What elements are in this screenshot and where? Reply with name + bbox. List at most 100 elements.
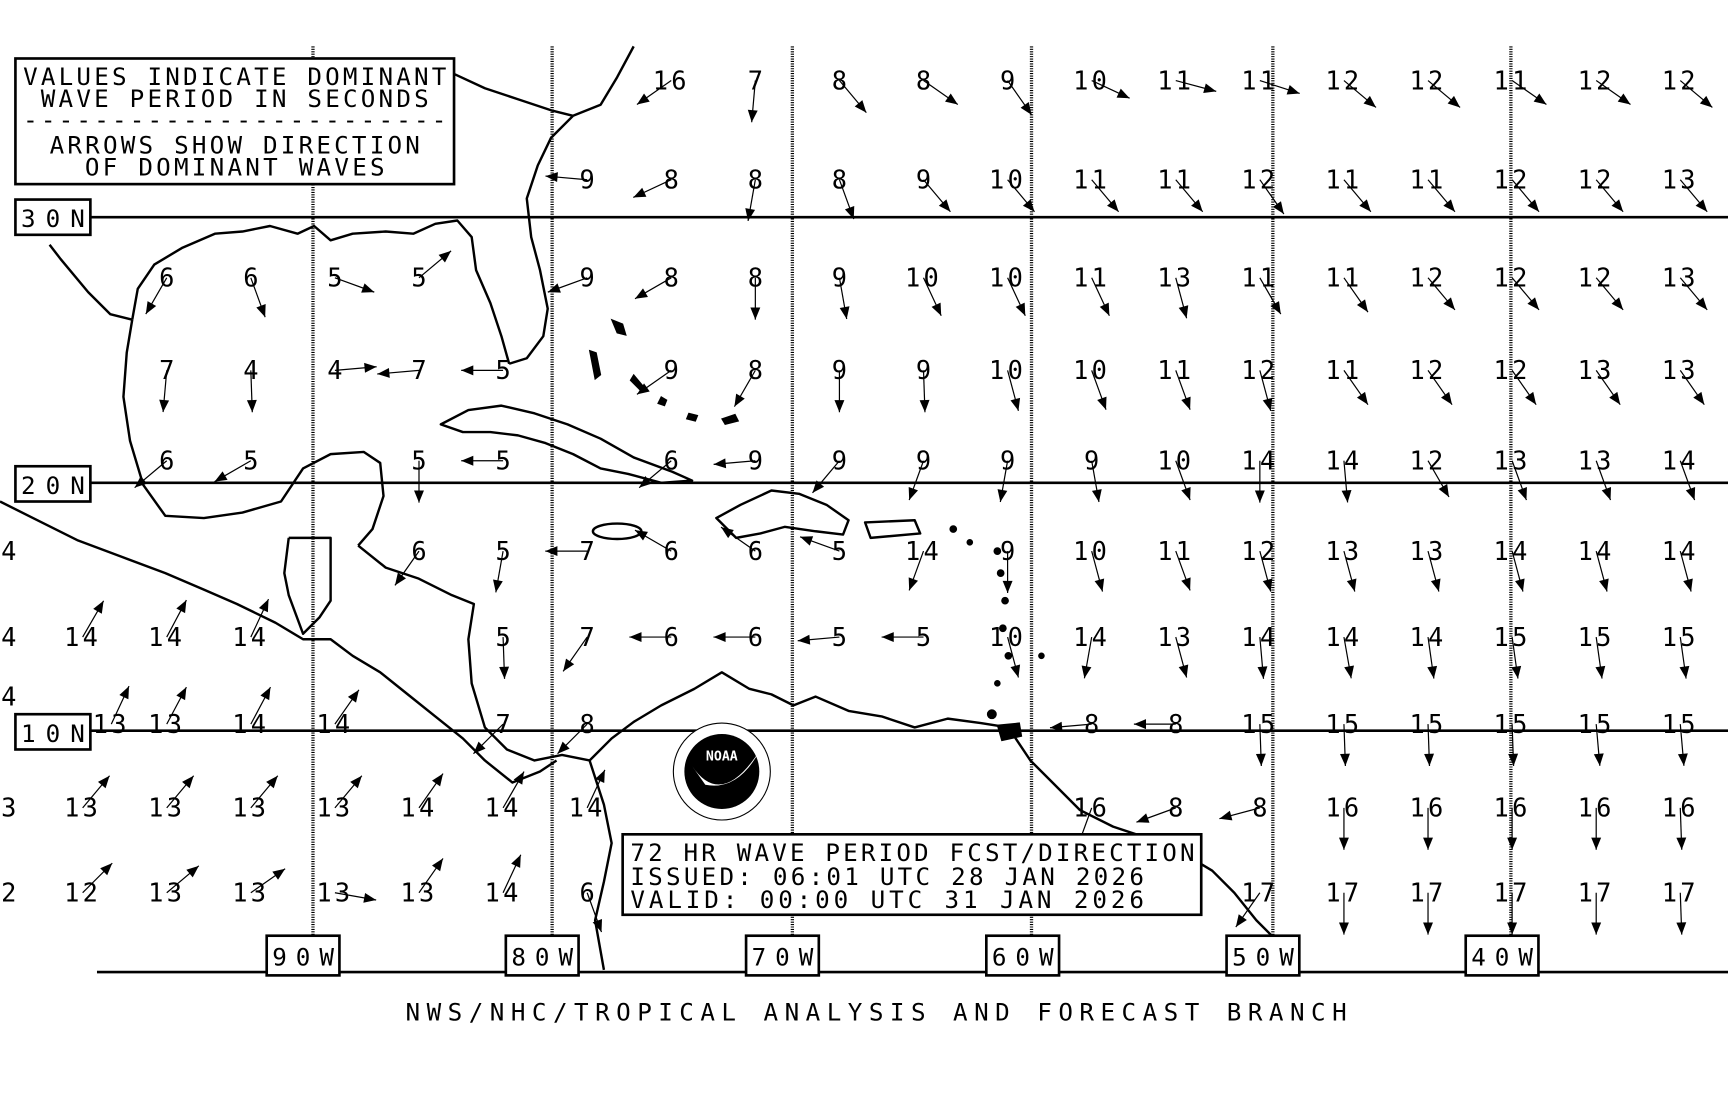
wave-period-value: 14 [1662, 446, 1699, 476]
wave-period-value: 14 [1578, 536, 1615, 566]
direction-arrowhead-icon [1679, 665, 1690, 679]
direction-arrowhead-icon [473, 741, 486, 754]
grid-cell: 15 [1662, 622, 1696, 679]
wave-period-value: 9 [664, 355, 679, 385]
wave-period-value: 10 [1073, 355, 1110, 385]
grid-cell: 16 [1325, 793, 1359, 850]
direction-arrowhead-icon [432, 773, 444, 787]
direction-arrowhead-icon [1527, 199, 1540, 212]
wave-period-value: 12 [1494, 165, 1531, 195]
grid-cell: 17 [1662, 878, 1696, 935]
wave-period-value: 13 [93, 709, 130, 739]
grid-cell: 16 [1073, 793, 1107, 848]
grid-cell: 14 [1325, 446, 1359, 503]
grid-cell: 9 [1000, 65, 1033, 116]
direction-arrowhead-icon [272, 868, 286, 880]
grid-cell: 13 [1494, 446, 1527, 501]
grid-cell: 10 [1073, 65, 1130, 99]
grid-cell: 5 [411, 250, 452, 293]
direction-arrowhead-icon [260, 687, 271, 701]
wave-period-value: 14 [1325, 622, 1362, 652]
grid-cell: 14 [485, 771, 525, 823]
direction-arrowhead-icon [1338, 837, 1349, 850]
grid-cell: 13 [316, 878, 377, 908]
grid-cell: 11 [1409, 165, 1456, 213]
grid-cell: 15 [1325, 709, 1362, 766]
wave-period-value: 8 [832, 165, 847, 195]
direction-arrowhead-icon [1359, 199, 1371, 212]
wave-period-value: 11 [1073, 263, 1110, 293]
grid-cell: 6 [638, 446, 679, 489]
grid-cell: 7 [748, 65, 763, 123]
direction-arrowhead-icon [745, 208, 756, 221]
direction-arrowhead-icon [1255, 753, 1266, 766]
wave-period-value: 9 [832, 446, 847, 476]
us-east-coast [508, 45, 635, 365]
grid-cell: 15 [1578, 709, 1611, 766]
direction-arrowhead-icon [1099, 302, 1110, 316]
direction-arrowhead-icon [1181, 486, 1191, 501]
wave-period-value: 13 [148, 709, 185, 739]
direction-arrowhead-icon [1020, 102, 1032, 115]
direction-arrowhead-icon [1508, 753, 1519, 766]
wave-period-value: 15 [1409, 709, 1446, 739]
wave-period-value: 17 [1325, 878, 1362, 908]
direction-arrowhead-icon [214, 471, 228, 482]
wave-period-value: 13 [1662, 355, 1699, 385]
grid-cell: 12 [1578, 263, 1624, 311]
direction-arrowhead-icon [432, 858, 444, 872]
direction-arrowhead-icon [1010, 664, 1021, 678]
direction-arrowhead-icon [1443, 297, 1455, 310]
direction-arrowhead-icon [636, 383, 650, 395]
direction-arrowhead-icon [1133, 719, 1147, 730]
direction-arrowhead-icon [750, 307, 761, 320]
lat-label-20n: 20N [21, 471, 85, 500]
wave-period-value: 11 [1241, 65, 1278, 95]
wave-period-value: 13 [1578, 355, 1615, 385]
direction-arrowhead-icon [176, 600, 187, 614]
grid-cell: 12 [1409, 355, 1453, 406]
wave-period-value: 9 [748, 446, 763, 476]
grid-cell: 7 [562, 622, 595, 672]
direction-arrowhead-icon [363, 893, 377, 903]
direction-arrowhead-icon [1599, 578, 1609, 592]
grid-cell: 17 [1325, 878, 1362, 935]
direction-arrowhead-icon [1430, 578, 1441, 592]
wave-period-value: 9 [916, 165, 931, 195]
direction-arrowhead-icon [246, 399, 257, 413]
direction-arrowhead-icon [186, 865, 199, 878]
wave-period-value: 11 [1325, 165, 1362, 195]
wave-period-value: 16 [1409, 793, 1446, 823]
logo-text: NOAA [706, 749, 738, 764]
wave-period-value: 10 [989, 355, 1026, 385]
wave-period-value: 15 [1325, 709, 1362, 739]
wave-period-value: 10 [1073, 536, 1110, 566]
wave-period-value: 8 [916, 65, 931, 95]
wave-period-value: 12 [1409, 355, 1446, 385]
wave-period-value: 8 [1168, 793, 1183, 823]
grid-cell: 12 [1578, 65, 1631, 106]
direction-arrowhead-icon [1262, 397, 1273, 411]
wave-period-value: 11 [1073, 165, 1110, 195]
wave-period-value: 11 [1494, 65, 1531, 95]
direction-arrowhead-icon [1181, 396, 1191, 410]
direction-arrowhead-icon [1683, 578, 1693, 592]
clipped-edge-value: 4 [1, 622, 16, 652]
mexico-inland [48, 243, 133, 321]
grid-cell: 12 [1409, 65, 1461, 108]
grid-cell: 12 [1494, 263, 1540, 311]
grid-cell: 5 [411, 446, 427, 503]
wave-period-grid: 16 7 8 8 9 10 11 11 12 12 11 12 12 9 8 8 8 9 10 11 11 12 11 11 1… [1, 65, 1713, 935]
wave-period-value: 13 [316, 793, 353, 823]
wave-period-value: 16 [1494, 793, 1531, 823]
grid-cell: 13 [64, 775, 111, 823]
wave-period-value: 12 [1241, 165, 1278, 195]
lat-label-box [14, 464, 92, 503]
direction-arrowhead-icon [1094, 578, 1105, 592]
direction-arrowhead-icon [1677, 753, 1688, 766]
wave-period-value: 8 [1168, 709, 1183, 739]
direction-arrowhead-icon [734, 393, 745, 407]
wave-period-value: 8 [1252, 793, 1267, 823]
direction-arrowhead-icon [1515, 578, 1525, 592]
grid-cell: 13 [148, 775, 195, 823]
